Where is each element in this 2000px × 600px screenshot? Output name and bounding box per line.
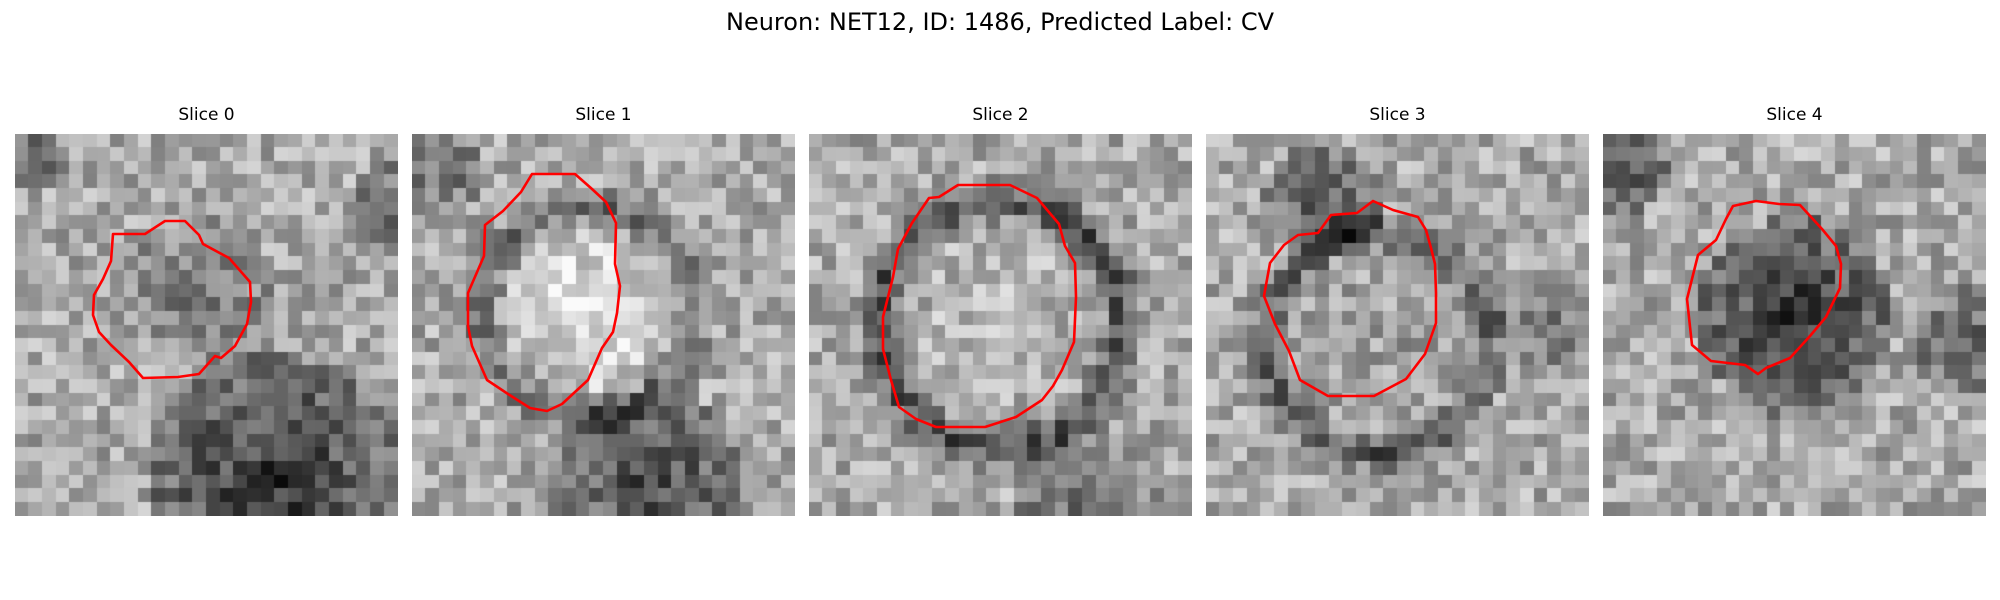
- slice-image-3: [1206, 134, 1589, 516]
- slice-panel-1: Slice 1: [412, 104, 795, 516]
- slice-title-3: Slice 3: [1369, 105, 1426, 125]
- slice-title-2: Slice 2: [972, 105, 1029, 125]
- roi-contour-2: [881, 183, 1078, 429]
- slice-image-0: [15, 134, 398, 516]
- roi-contour-4: [1685, 199, 1843, 376]
- slice-panel-2: Slice 2: [809, 104, 1192, 516]
- roi-contour-0: [91, 219, 253, 380]
- slice-title-1: Slice 1: [575, 105, 632, 125]
- slice-panel-0: Slice 0: [15, 104, 398, 516]
- roi-outline-0: [91, 219, 253, 380]
- slice-panel-4: Slice 4: [1603, 104, 1986, 516]
- roi-outline-1: [466, 172, 622, 413]
- slice-image-2: [809, 134, 1192, 516]
- roi-outline-3: [1262, 199, 1438, 398]
- roi-contour-3: [1262, 199, 1438, 398]
- figure-title: Neuron: NET12, ID: 1486, Predicted Label…: [726, 8, 1274, 36]
- roi-outline-4: [1685, 199, 1843, 376]
- roi-contour-1: [466, 172, 622, 413]
- slice-title-4: Slice 4: [1766, 105, 1823, 125]
- roi-outline-2: [881, 183, 1078, 429]
- slice-image-4: [1603, 134, 1986, 516]
- slice-panel-3: Slice 3: [1206, 104, 1589, 516]
- slice-title-0: Slice 0: [178, 105, 235, 125]
- slice-image-1: [412, 134, 795, 516]
